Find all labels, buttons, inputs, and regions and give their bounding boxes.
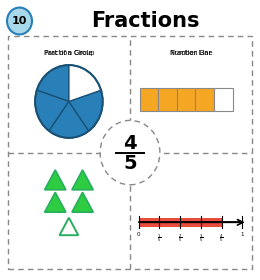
Text: 4: 4 [123, 134, 137, 153]
Polygon shape [45, 170, 66, 190]
Text: Part of a Group: Part of a Group [44, 50, 94, 56]
Text: Fraction Bar: Fraction Bar [171, 50, 211, 56]
Wedge shape [37, 65, 69, 101]
Text: $\frac{4}{5}$: $\frac{4}{5}$ [219, 232, 224, 244]
Text: 0: 0 [137, 232, 140, 237]
Text: 1: 1 [241, 232, 244, 237]
Wedge shape [49, 101, 89, 138]
Text: 5: 5 [123, 154, 137, 173]
Bar [8, 36, 252, 269]
Text: Number Line: Number Line [170, 50, 212, 56]
Wedge shape [69, 90, 103, 131]
Bar [214, 88, 233, 111]
Wedge shape [69, 65, 101, 101]
Wedge shape [35, 90, 69, 131]
Text: Fraction Circle: Fraction Circle [45, 50, 93, 56]
Text: $\frac{2}{5}$: $\frac{2}{5}$ [178, 232, 182, 244]
Bar [139, 218, 222, 227]
Circle shape [7, 8, 32, 34]
Text: Fractions: Fractions [91, 11, 200, 31]
Circle shape [100, 120, 160, 185]
Bar [177, 88, 196, 111]
Bar [158, 88, 177, 111]
Text: $\frac{3}{5}$: $\frac{3}{5}$ [199, 232, 203, 244]
Polygon shape [45, 192, 66, 212]
Text: 10: 10 [12, 16, 27, 26]
Text: $\frac{1}{5}$: $\frac{1}{5}$ [157, 232, 161, 244]
Polygon shape [60, 218, 78, 235]
Polygon shape [72, 192, 93, 212]
Bar [140, 88, 158, 111]
Polygon shape [72, 170, 93, 190]
Bar [196, 88, 214, 111]
